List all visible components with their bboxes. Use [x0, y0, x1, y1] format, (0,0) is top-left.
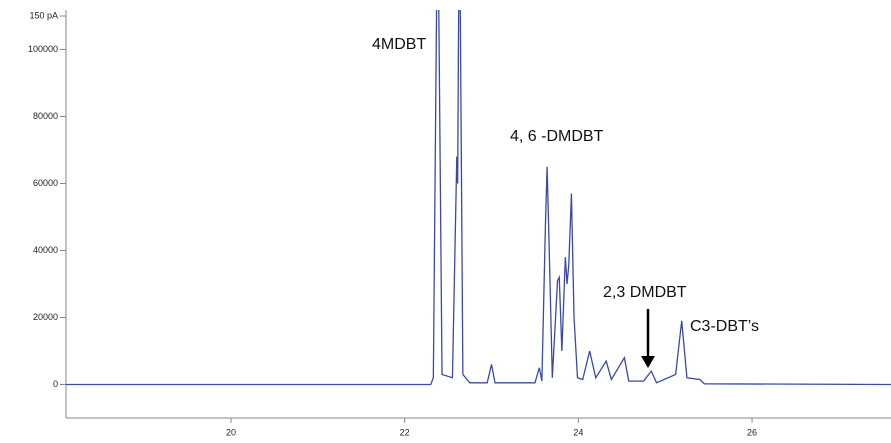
x-tick-label: 24	[573, 427, 583, 437]
arrow	[641, 309, 655, 368]
y-tick-label: 40000	[33, 245, 58, 255]
x-tick-label: 20	[226, 427, 236, 437]
annotation: 4MDBT	[372, 36, 426, 53]
y-tick-label: 150 pA	[29, 10, 58, 20]
y-tick-label: 0	[53, 379, 58, 389]
x-tick-label: 22	[400, 427, 410, 437]
annotation: 2,3 DMDBT	[603, 284, 687, 301]
y-tick-label: 80000	[33, 111, 58, 121]
y-tick-label: 20000	[33, 312, 58, 322]
annotation: C3-DBT’s	[690, 318, 759, 335]
chromatogram-line	[66, 10, 891, 386]
annotation: 4, 6 -DMDBT	[510, 128, 604, 145]
y-tick-label: 100000	[28, 44, 58, 54]
x-tick-label: 26	[747, 427, 757, 437]
y-tick-label: 60000	[33, 178, 58, 188]
